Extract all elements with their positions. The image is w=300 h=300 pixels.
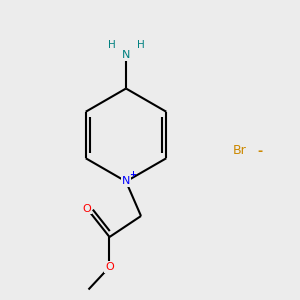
Text: N: N bbox=[122, 50, 130, 61]
Text: O: O bbox=[82, 203, 91, 214]
Text: -: - bbox=[257, 145, 262, 158]
Text: N: N bbox=[122, 176, 130, 187]
Text: +: + bbox=[129, 170, 136, 179]
Text: H: H bbox=[136, 40, 144, 50]
Text: H: H bbox=[108, 40, 116, 50]
Text: Br: Br bbox=[233, 143, 247, 157]
Text: O: O bbox=[105, 262, 114, 272]
